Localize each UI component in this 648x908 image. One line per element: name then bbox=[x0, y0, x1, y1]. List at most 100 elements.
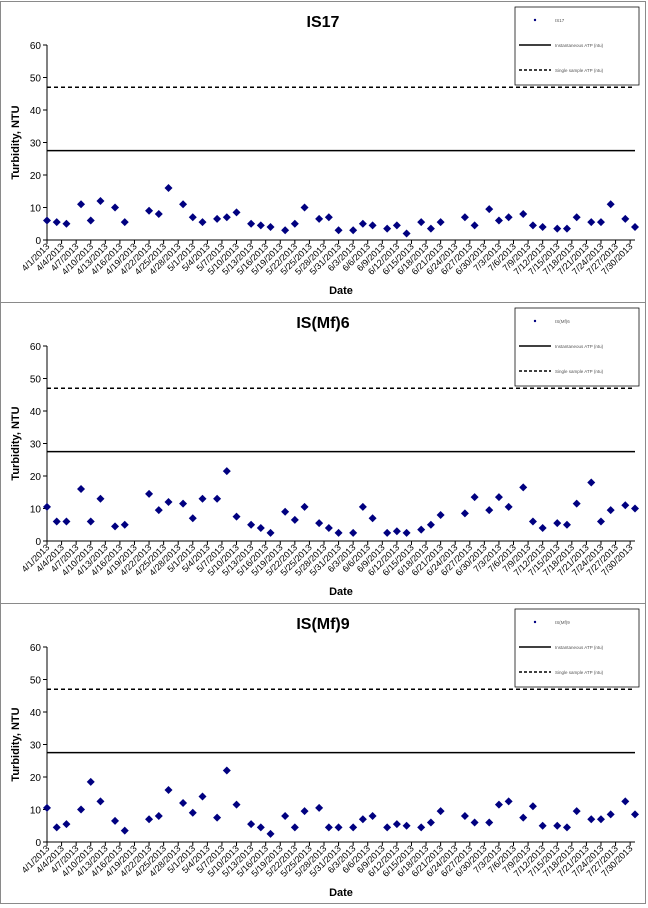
data-point bbox=[368, 514, 377, 523]
data-point bbox=[77, 805, 86, 814]
data-point bbox=[188, 213, 197, 222]
legend-marker bbox=[533, 620, 537, 624]
data-point bbox=[494, 216, 503, 225]
legend-marker bbox=[533, 18, 537, 22]
y-tick-label: 10 bbox=[30, 505, 42, 516]
y-tick-label: 30 bbox=[30, 440, 42, 451]
data-point bbox=[62, 219, 71, 228]
data-point bbox=[528, 802, 537, 811]
data-point bbox=[77, 200, 86, 209]
data-point bbox=[154, 506, 163, 515]
data-point bbox=[120, 218, 129, 227]
y-tick-label: 40 bbox=[30, 407, 42, 418]
legend-label: Single sample ATP (ntu) bbox=[555, 369, 604, 374]
data-point bbox=[368, 812, 377, 820]
data-point bbox=[494, 493, 503, 502]
data-point bbox=[96, 197, 105, 205]
data-point bbox=[562, 224, 571, 233]
data-point bbox=[562, 520, 571, 529]
data-point bbox=[470, 493, 479, 502]
data-point bbox=[596, 517, 605, 526]
data-point bbox=[596, 218, 605, 227]
data-point bbox=[426, 520, 435, 529]
data-point bbox=[315, 519, 324, 528]
y-tick-label: 10 bbox=[30, 806, 42, 817]
data-point bbox=[606, 506, 615, 515]
data-point bbox=[383, 528, 392, 537]
data-point bbox=[494, 800, 503, 809]
data-point bbox=[179, 499, 188, 508]
data-point bbox=[77, 485, 86, 493]
data-point bbox=[587, 218, 596, 227]
data-point bbox=[334, 528, 343, 537]
data-point bbox=[324, 524, 333, 532]
data-point bbox=[52, 517, 61, 526]
data-point bbox=[436, 511, 445, 519]
legend-label: Instantaneous ATP (ntu) bbox=[555, 43, 604, 48]
data-point bbox=[281, 507, 290, 516]
y-tick-label: 30 bbox=[30, 741, 42, 752]
y-tick-label: 0 bbox=[35, 838, 41, 849]
data-point bbox=[368, 221, 377, 230]
data-point bbox=[334, 823, 343, 832]
data-point bbox=[572, 807, 581, 816]
data-point bbox=[426, 224, 435, 233]
data-point bbox=[606, 810, 615, 819]
data-point bbox=[358, 815, 367, 824]
data-point bbox=[587, 815, 596, 824]
data-point bbox=[281, 812, 290, 820]
data-point bbox=[232, 208, 241, 217]
data-point bbox=[179, 200, 188, 209]
data-point bbox=[485, 205, 494, 214]
data-point bbox=[256, 221, 265, 230]
data-point bbox=[587, 478, 596, 487]
y-tick-label: 50 bbox=[30, 74, 42, 85]
y-axis-title: Turbidity, NTU bbox=[10, 707, 22, 781]
y-tick-label: 60 bbox=[30, 342, 42, 353]
data-point bbox=[315, 803, 324, 812]
data-point bbox=[631, 810, 639, 819]
data-point bbox=[164, 498, 173, 506]
legend-label: Instantaneous ATP (ntu) bbox=[555, 645, 604, 650]
data-point bbox=[96, 494, 105, 503]
data-point bbox=[402, 528, 411, 537]
data-point bbox=[120, 826, 129, 835]
data-point bbox=[290, 515, 299, 524]
legend-marker bbox=[533, 319, 537, 323]
data-point bbox=[188, 808, 197, 817]
data-point bbox=[86, 216, 95, 225]
legend-label: Single sample ATP (ntu) bbox=[555, 68, 604, 73]
data-point bbox=[504, 502, 513, 511]
data-point bbox=[426, 818, 435, 827]
data-point bbox=[436, 218, 445, 227]
chart-panel-ismf9: IS(Mf)9 0 10 20 30 40 50 60 Turbidity, NTU 4/1/20… bbox=[0, 603, 646, 904]
data-point bbox=[43, 803, 51, 812]
x-axis-title: Date bbox=[329, 586, 353, 598]
data-point bbox=[86, 777, 95, 786]
data-point bbox=[86, 517, 95, 526]
data-point bbox=[43, 216, 51, 225]
y-tick-label: 50 bbox=[30, 375, 42, 386]
data-point bbox=[553, 821, 562, 830]
data-point bbox=[436, 807, 445, 816]
data-point bbox=[247, 820, 256, 829]
data-point bbox=[538, 223, 547, 231]
data-point bbox=[213, 214, 222, 223]
data-point bbox=[631, 504, 639, 513]
data-point bbox=[528, 221, 537, 230]
data-point bbox=[538, 524, 547, 532]
data-point bbox=[485, 506, 494, 515]
data-point bbox=[120, 520, 129, 529]
data-point bbox=[154, 812, 163, 820]
x-axis-title: Date bbox=[329, 285, 353, 297]
y-tick-label: 60 bbox=[30, 41, 42, 52]
data-point bbox=[383, 823, 392, 832]
data-point bbox=[460, 213, 469, 222]
data-point bbox=[417, 525, 426, 534]
data-point bbox=[154, 210, 163, 218]
data-point bbox=[145, 815, 154, 824]
data-point bbox=[111, 522, 120, 531]
data-point bbox=[324, 213, 333, 222]
data-point bbox=[164, 786, 173, 794]
